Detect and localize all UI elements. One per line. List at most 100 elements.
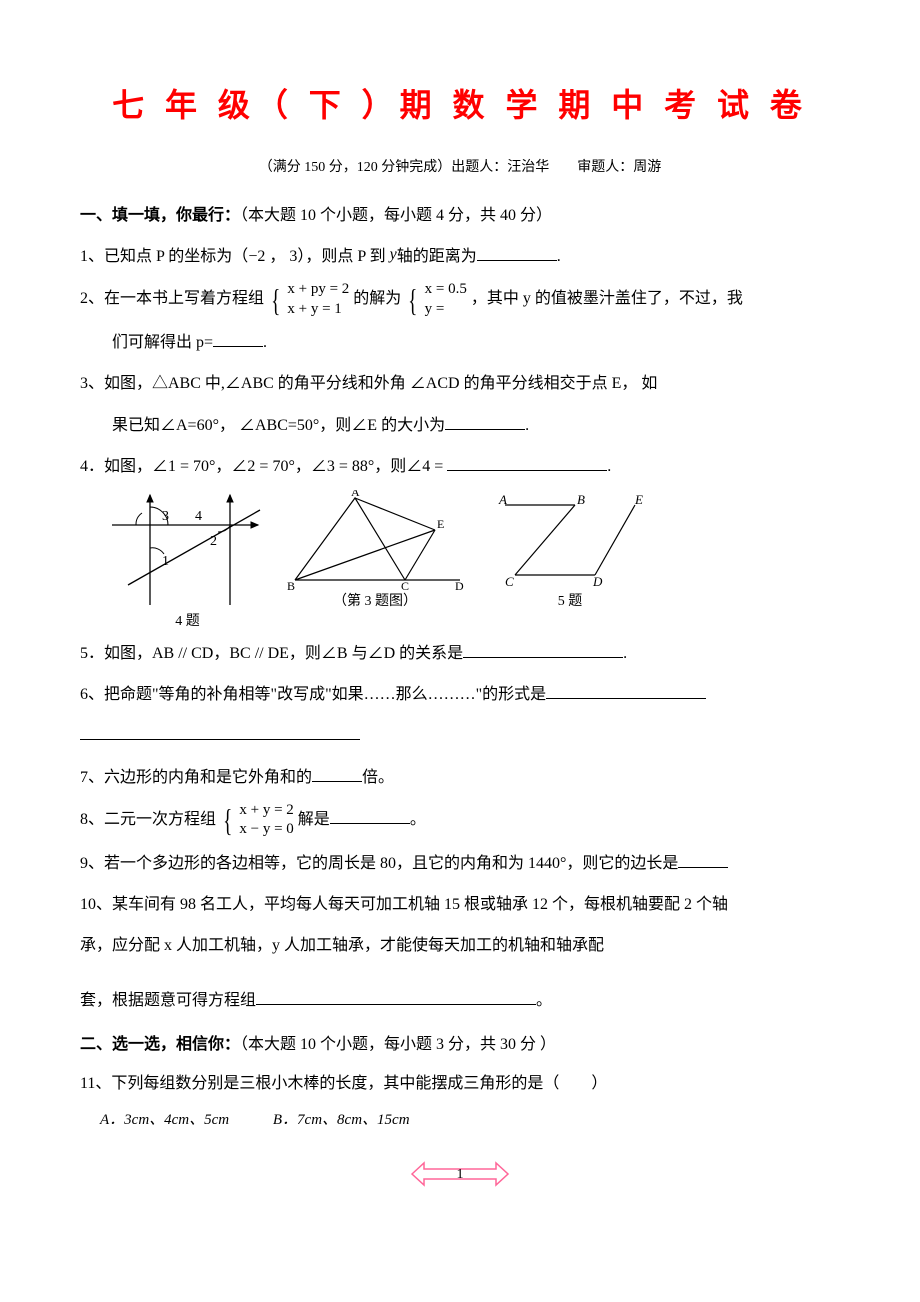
q5-blank [463,641,623,658]
ribbon-icon: 1 [410,1159,510,1189]
q6-blank2 [80,723,360,740]
q8-eq1: x + y = 2 [239,801,293,821]
q9-a: 9、若一个多边形的各边相等，它的周长是 80，且它的内角和为 1440°，则它的… [80,855,678,872]
section-1-bold: 一、填一填，你最行： [80,207,240,224]
q6-blank1 [546,682,706,699]
q4-end: . [607,458,611,475]
page-number-ribbon: 1 [410,1159,510,1189]
figure-q5-caption: 5 题 [485,590,655,610]
svg-text:D: D [592,574,603,589]
svg-text:C: C [401,579,409,590]
q8-blank [330,807,410,824]
figure-q4-caption: 4 题 [110,610,265,630]
page-number-text: 1 [457,1167,464,1182]
brace-icon: { [408,284,417,316]
q1-a: 1、已知点 P 的坐标为（ [80,248,248,265]
brace-icon: { [223,804,232,836]
figures-row: 3 4 1 2 4 题 [110,490,840,630]
question-3: 3、如图，△ABC 中,∠ABC 的角平分线和外角 ∠ACD 的角平分线相交于点… [80,366,840,401]
q4-a: 4．如图，∠1 = 70°，∠2 = 70°，∠3 = 88°，则∠4 = [80,458,447,475]
question-2-line2: 们可解得出 p=. [80,325,840,360]
q10-end: 。 [536,992,552,1009]
question-3-line2: 果已知∠A=60°， ∠ABC=50°，则∠E 的大小为. [80,408,840,443]
figure-q5: A B C D E 5 题 [485,490,655,610]
q1-c: 轴的距离为 [397,248,477,265]
q5-end: . [623,645,627,662]
q2-eq1a: x + py = 2 [287,280,349,300]
q2-system1: { x + py = 2 x + y = 1 [268,280,349,319]
q5-a: 5．如图，AB // CD，BC // DE，则∠B 与∠D 的关系是 [80,645,463,662]
q7-b: 倍。 [362,769,394,786]
q3-end: . [525,417,529,434]
question-1: 1、已知点 P 的坐标为（−2 ， 3），则点 P 到 y轴的距离为. [80,237,840,274]
question-10: 10、某车间有 98 名工人，平均每人每天可加工机轴 15 根或轴承 12 个，… [80,887,840,922]
svg-text:4: 4 [195,509,202,524]
question-9: 9、若一个多边形的各边相等，它的周长是 80，且它的内角和为 1440°，则它的… [80,846,840,881]
question-4: 4．如图，∠1 = 70°，∠2 = 70°，∠3 = 88°，则∠4 = . [80,449,840,484]
section-2-bold: 二、选一选，相信你： [80,1036,240,1053]
question-11-options: A．3cm、4cm、5cm B．7cm、8cm、15cm [100,1108,840,1129]
q3-blank [445,413,525,430]
q10-c: 套，根据题意可得方程组 [80,992,256,1009]
q7-a: 7、六边形的内角和是它外角和的 [80,769,312,786]
q1-y: y [390,246,397,263]
svg-text:2: 2 [210,534,217,549]
q8-system: { x + y = 2 x − y = 0 [220,801,294,840]
q2-eq1b: x + y = 1 [287,300,349,320]
q8-b: 解是 [298,811,330,828]
svg-text:C: C [505,574,514,589]
q2-b: 的解为 [353,290,401,307]
q1-b: ），则点 P 到 [297,248,389,265]
svg-text:B: B [287,579,295,590]
figure-q3-caption: （第 3 题图） [285,590,465,610]
figure-q3: A B C D E （第 3 题图） [285,490,465,610]
svg-text:E: E [437,517,444,531]
q1-end: . [557,248,561,265]
q2-c: ，其中 y 的值被墨汁盖住了，不过，我 [471,290,743,307]
q11-opt-b: B．7cm、8cm、15cm [273,1112,410,1128]
question-6: 6、把命题"等角的补角相等"改写成"如果……那么………"的形式是 [80,677,840,712]
question-2: 2、在一本书上写着方程组 { x + py = 2 x + y = 1 的解为 … [80,280,840,319]
svg-text:D: D [455,579,464,590]
section-1-head: 一、填一填，你最行：（本大题 10 个小题，每小题 4 分，共 40 分） [80,201,840,225]
q2-d: 们可解得出 p= [112,334,213,351]
q6-a: 6、把命题"等角的补角相等"改写成"如果……那么………"的形式是 [80,686,546,703]
q1-coords: −2 ， 3 [248,248,297,265]
svg-text:E: E [634,492,643,507]
figure-q3-svg: A B C D E [285,490,465,590]
section-1-rest: （本大题 10 个小题，每小题 4 分，共 40 分） [240,207,552,224]
q2-blank [213,330,263,347]
question-8: 8、二元一次方程组 { x + y = 2 x − y = 0 解是。 [80,801,840,840]
exam-subtitle: （满分 150 分，120 分钟完成）出题人：汪治华 审题人：周游 [80,156,840,176]
svg-text:A: A [351,490,360,499]
q2-system2: { x = 0.5 y = [405,280,467,319]
brace-icon: { [271,284,280,316]
svg-text:1: 1 [162,554,169,569]
q3-a: 3、如图，△ABC 中,∠ABC 的角平分线和外角 ∠ACD 的角平分线相交于点… [80,375,657,392]
q10-blank [256,988,536,1005]
figure-q5-svg: A B C D E [485,490,655,590]
svg-text:A: A [498,492,507,507]
question-10-line3: 套，根据题意可得方程组 。 [80,983,840,1018]
q1-blank [477,244,557,261]
q8-eq2: x − y = 0 [239,820,293,840]
q11-opt-a: A．3cm、4cm、5cm [100,1112,229,1128]
q9-blank [678,851,728,868]
q8-end: 。 [410,811,426,828]
question-6-line2 [80,718,840,753]
page-number-wrap: 1 [80,1159,840,1194]
q2-a: 2、在一本书上写着方程组 [80,290,264,307]
q7-blank [312,765,362,782]
q2-eq2b: y = [425,300,467,320]
section-2-head: 二、选一选，相信你：（本大题 10 个小题，每小题 3 分，共 30 分 ） [80,1030,840,1054]
q4-blank [447,454,607,471]
question-7: 7、六边形的内角和是它外角和的 倍。 [80,760,840,795]
page: 七 年 级（ 下 ）期 数 学 期 中 考 试 卷 （满分 150 分，120 … [0,0,920,1214]
section-2-rest: （本大题 10 个小题，每小题 3 分，共 30 分 ） [240,1036,556,1053]
question-5: 5．如图，AB // CD，BC // DE，则∠B 与∠D 的关系是. [80,636,840,671]
q2-eq2a: x = 0.5 [425,280,467,300]
svg-text:B: B [577,492,585,507]
question-10-line2: 承，应分配 x 人加工机轴，y 人加工轴承，才能使每天加工的机轴和轴承配 [80,928,840,963]
figure-q4-svg: 3 4 1 2 [110,490,265,610]
figure-q4: 3 4 1 2 4 题 [110,490,265,630]
